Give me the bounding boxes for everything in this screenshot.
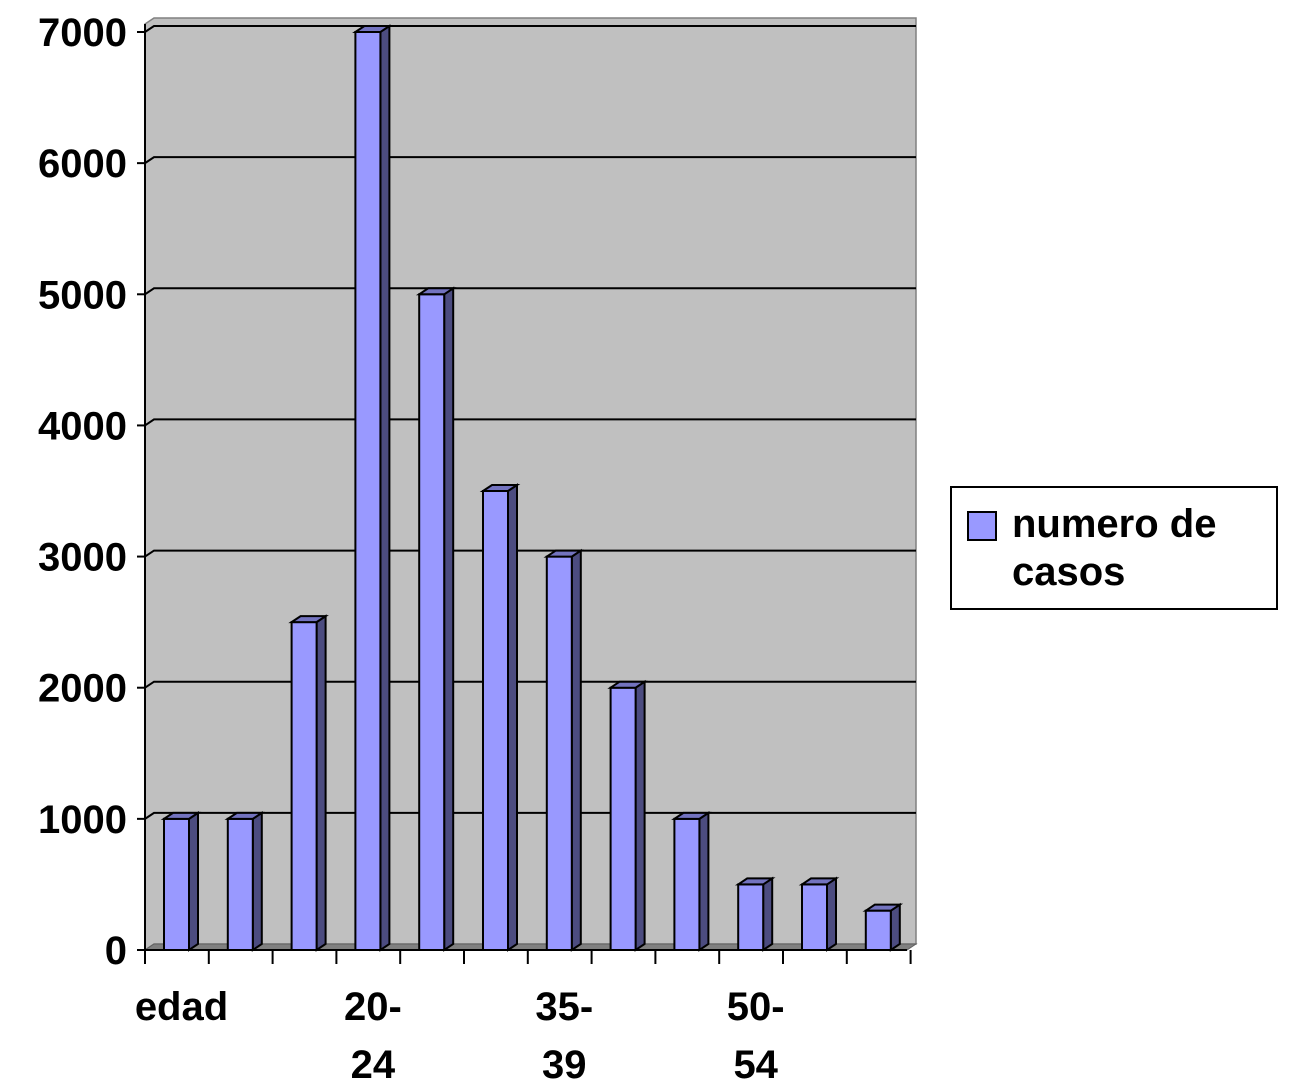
bar [671, 810, 712, 952]
bar [862, 902, 904, 952]
bar-side [443, 286, 455, 952]
bar-front [418, 293, 446, 951]
y-tick-label: 1000 [38, 798, 127, 842]
bar [543, 548, 585, 952]
bar [415, 286, 457, 952]
gridline [144, 25, 916, 33]
bar [798, 876, 840, 952]
y-tick-label: 5000 [38, 273, 127, 317]
bar [288, 614, 329, 952]
bar-top [607, 680, 648, 689]
bar [160, 810, 202, 952]
bar-top [671, 811, 712, 820]
bar-top [543, 549, 585, 558]
bar-side [507, 483, 518, 952]
legend-label: numero de casos [1012, 502, 1217, 594]
bar-side [188, 810, 199, 952]
bar-front [801, 883, 828, 952]
bar-side [826, 876, 837, 952]
bar-front [864, 909, 892, 952]
bar-front [609, 686, 637, 951]
bar-side [315, 614, 327, 952]
bar-top [224, 811, 266, 820]
bar-top [798, 877, 840, 886]
bar-top [288, 615, 329, 624]
bar-front [290, 621, 318, 952]
y-tick-label: 6000 [38, 142, 127, 186]
x-tick-label: 24 [351, 1043, 396, 1087]
gridline [144, 549, 916, 558]
gridline [144, 287, 916, 296]
bar [734, 876, 776, 952]
bar-front [163, 817, 190, 951]
bar [479, 483, 521, 952]
bar-front [482, 490, 509, 951]
bar-front [226, 817, 254, 951]
bar [224, 810, 266, 952]
bar-front [737, 883, 765, 952]
bar-top [160, 811, 202, 820]
y-tick-label: 2000 [38, 667, 127, 711]
bar [607, 679, 648, 952]
bar-top [734, 877, 776, 886]
y-tick-label: 7000 [38, 11, 127, 55]
x-tick-label: 20- [344, 985, 402, 1029]
x-tick-label: 35- [535, 985, 593, 1029]
bar-top [415, 287, 457, 296]
bar-side [762, 876, 774, 952]
bar [352, 24, 393, 952]
bar-front [354, 31, 382, 951]
bar-side [634, 679, 646, 952]
y-tick-label: 0 [105, 929, 127, 973]
gridline [144, 811, 916, 820]
bar-front [545, 555, 573, 951]
legend-swatch [967, 511, 997, 541]
x-tick-label: 39 [542, 1043, 587, 1087]
bar-side [251, 810, 263, 952]
bar-top [862, 903, 904, 912]
bar-side [889, 902, 901, 952]
x-tick-label: 50- [727, 985, 785, 1029]
y-tick-label: 3000 [38, 536, 127, 580]
gridline [144, 680, 916, 689]
x-tick-label: edad [135, 985, 228, 1029]
bar-top [479, 484, 521, 492]
bar-side [698, 810, 710, 952]
gridline [144, 156, 916, 164]
bar-front [673, 817, 701, 951]
bar-top [352, 25, 393, 33]
bar-side [570, 548, 582, 952]
chart-legend: numero de casos [950, 486, 1278, 610]
x-tick-label: 54 [733, 1043, 778, 1087]
bar-side [379, 24, 391, 952]
y-tick-label: 4000 [38, 404, 127, 448]
gridline [144, 418, 916, 427]
